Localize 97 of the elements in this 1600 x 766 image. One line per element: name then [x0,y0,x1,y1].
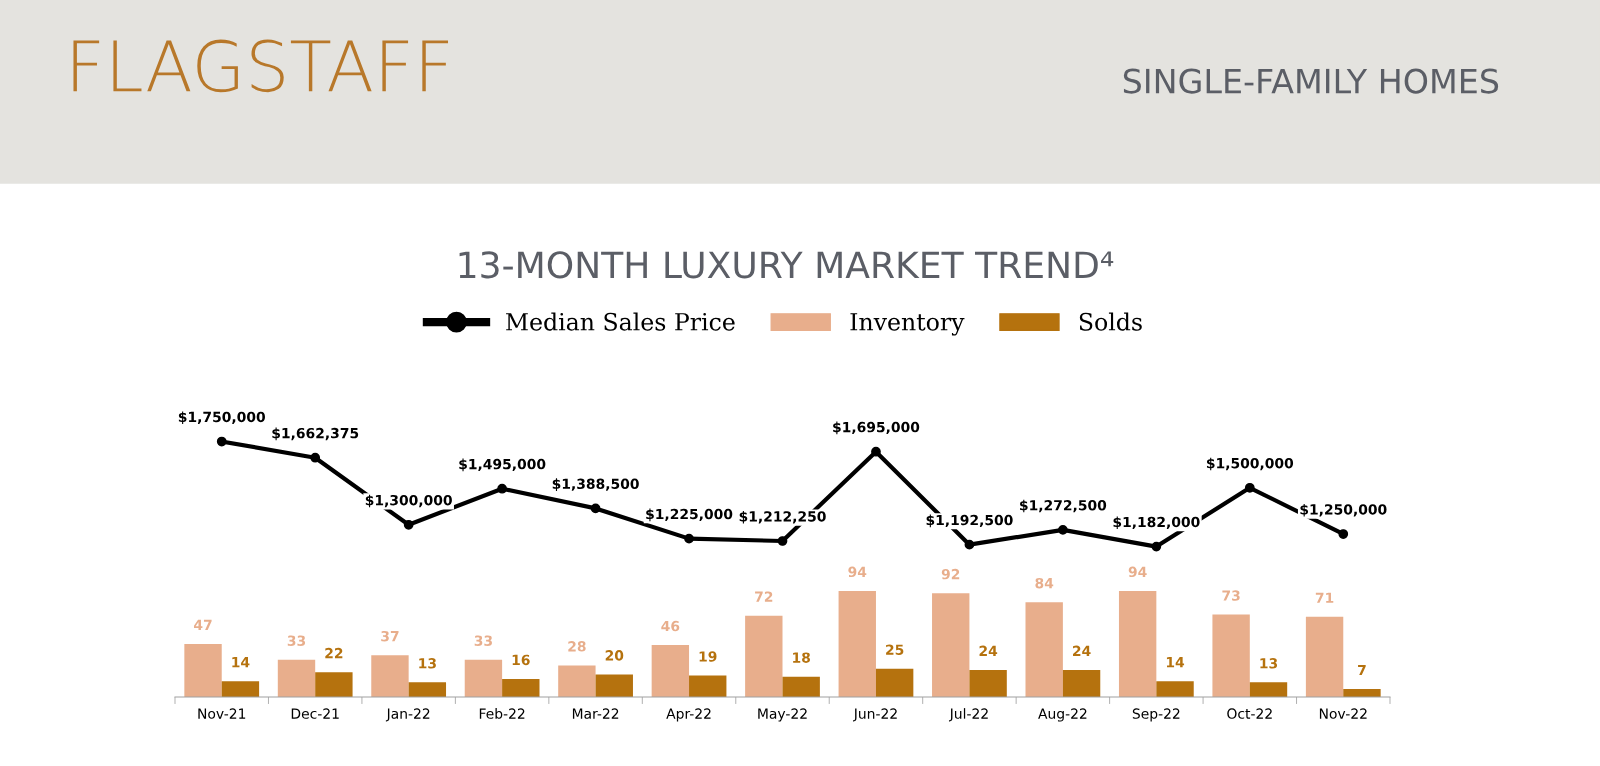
legend-label: Median Sales Price [506,312,735,331]
data-label: 33 [287,635,306,646]
data-label: 16 [512,654,530,666]
data-label: 7 [1358,664,1366,676]
data-label: $1,225,000 [646,508,733,522]
bar [1343,689,1381,697]
data-label: 84 [1035,577,1054,589]
bar [875,668,914,697]
data-label: $1,495,000 [459,458,546,472]
bar [315,672,353,697]
bar [595,674,633,697]
data-label: $1,182,000 [1113,516,1200,530]
point [1338,529,1349,539]
data-label: 28 [568,641,586,652]
bar [1062,669,1101,697]
data-label: 47 [194,619,212,630]
bar [221,681,260,697]
point [403,519,414,530]
legend-label: Solds [1079,312,1142,331]
text: SINGLE-FAMILY HOMES [1123,68,1499,94]
x-tick-label: Feb-22 [479,708,525,719]
legend-label: Inventory [850,313,965,336]
bar [1118,590,1157,697]
bar [558,665,596,697]
bar [932,593,970,697]
data-label: 94 [1128,566,1147,578]
x-tick-label: Nov-21 [198,708,246,719]
x-tick-label: Nov-22 [1319,708,1367,719]
point [871,446,881,457]
data-label: 18 [793,652,810,663]
x-tick-label: Jan-22 [385,708,430,722]
data-label: 19 [699,651,717,662]
data-label: 73 [1222,590,1240,601]
data-label: $1,192,500 [926,514,1013,528]
data-label: 71 [1315,592,1334,603]
bar [1025,602,1063,697]
data-label: $1,695,000 [833,421,920,435]
data-label: $1,272,500 [1020,499,1107,513]
data-label: 13 [419,658,436,669]
x-tick-label: Jun-22 [853,708,897,722]
point [1058,524,1068,535]
bar [464,659,503,697]
data-label: $1,500,000 [1206,457,1294,471]
x-tick-label: Jul-22 [948,708,988,722]
data-label: 20 [605,650,624,661]
data-label: 24 [979,645,998,656]
bar [1249,682,1288,697]
bar [782,676,820,697]
point [590,503,601,514]
bar [745,615,783,697]
data-label: $1,250,000 [1300,503,1387,517]
data-label: 72 [755,591,773,602]
x-tick-label: May-22 [758,708,807,722]
bar [1212,614,1250,697]
x-tick-label: Mar-22 [572,708,619,719]
point [310,452,321,463]
data-label: $1,212,250 [739,510,826,524]
chart-title: FLAGSTAFF [73,39,449,93]
point [216,436,227,447]
point [777,536,788,546]
point [1244,482,1255,493]
data-label: 13 [1260,658,1278,669]
x-tick-label: Sep-22 [1132,708,1180,722]
data-label: 33 [474,635,492,646]
data-label: 94 [848,566,867,578]
data-label: 14 [1166,657,1185,668]
bar [1156,681,1194,697]
data-label: 24 [1073,645,1091,656]
bar [1305,616,1344,697]
bar [408,682,447,697]
bar [502,678,540,697]
point [497,483,507,494]
data-label: 37 [381,630,399,642]
data-label: $1,750,000 [178,411,265,425]
bar [184,643,222,697]
point [684,533,694,544]
bar [689,675,727,697]
data-label: $1,388,500 [552,478,639,491]
x-tick-label: Apr-22 [666,708,711,722]
bar [969,669,1007,697]
data-label: 92 [941,568,960,580]
x-tick-label: Aug-22 [1038,708,1087,722]
x-tick-label: Oct-22 [1227,708,1272,719]
bar [371,655,409,697]
bar [651,645,690,697]
data-label: 46 [661,620,680,632]
data-label: $1,662,375 [272,427,359,441]
x-tick-label: Dec-21 [291,708,339,719]
point [964,539,975,550]
point [1151,541,1162,552]
chart-subtitle: 13-MONTH LUXURY MARKET TREND⁴ [459,251,1114,279]
bar [838,590,876,697]
bar [277,659,316,697]
data-label: 25 [886,644,904,655]
data-label: 14 [232,657,250,668]
data-label: $1,300,000 [365,494,452,508]
data-label: 22 [325,647,343,659]
